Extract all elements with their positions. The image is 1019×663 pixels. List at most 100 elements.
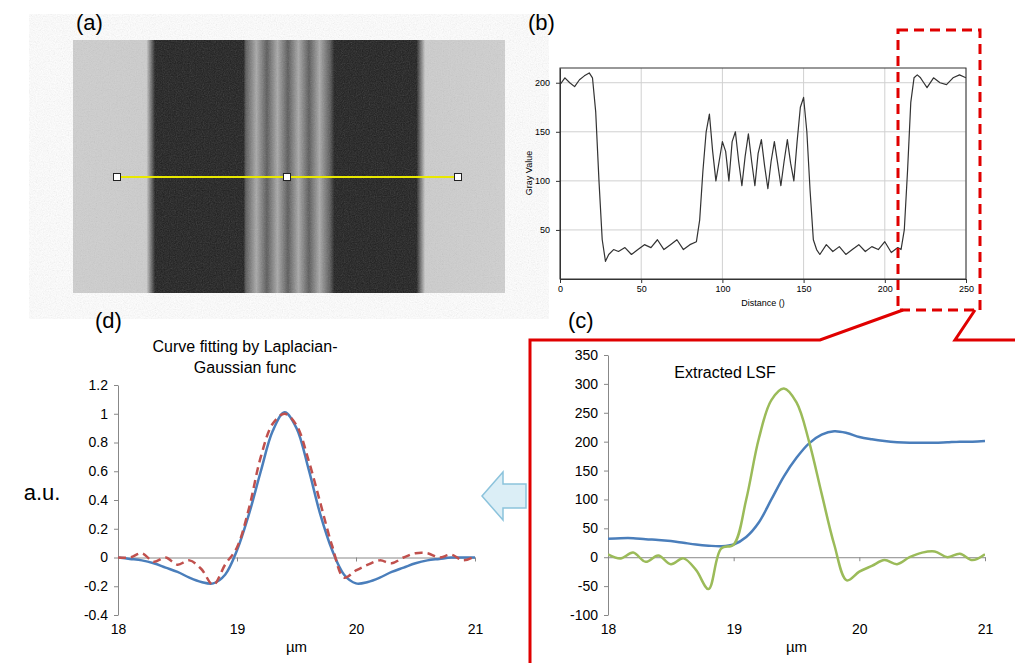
tick: 100: [715, 279, 730, 294]
tick-label: 0.2: [89, 521, 109, 537]
y-axis-title: a.u.: [24, 480, 61, 505]
tick: 0.8: [89, 434, 118, 450]
tick-mark: [985, 557, 986, 561]
x-axis: 050100150200250: [558, 279, 974, 294]
tick-mark: [114, 586, 118, 587]
tick-label: 0.6: [89, 463, 109, 479]
tick: 0: [100, 549, 118, 565]
tick-label: 300: [575, 376, 599, 392]
tick-label: 20: [852, 621, 868, 637]
tick-label: 100: [535, 176, 550, 186]
grid-line: [560, 229, 966, 230]
tick-label: 0: [558, 284, 563, 294]
tick-mark: [604, 499, 608, 500]
tick-label: -0.4: [84, 607, 108, 623]
tick-label: 100: [575, 491, 599, 507]
y-axis-line: [118, 386, 119, 616]
tick: 1: [100, 406, 118, 422]
tick: 0.2: [89, 521, 118, 537]
title-line: Extracted LSF: [674, 364, 776, 381]
panel-letter: (c): [568, 308, 594, 333]
tick-mark: [556, 83, 560, 84]
micrograph: [73, 40, 505, 293]
tick-label: 19: [230, 621, 246, 637]
image-noise: [73, 40, 505, 293]
y-axis-line: [608, 356, 609, 616]
data-line: [118, 414, 475, 585]
data-line: [560, 73, 966, 261]
chart-panel: 50100150200050100150200250Distance ()Gra…: [524, 68, 974, 308]
tick-mark: [556, 181, 560, 182]
x-axis-line: [609, 557, 986, 558]
tick-mark: [556, 132, 560, 133]
tick-label: 1: [100, 406, 108, 422]
title-line: Gaussian func: [194, 359, 296, 376]
tick-mark: [604, 615, 608, 616]
chart-panel: -100-5005010015020025030035018192021Extr…: [570, 347, 994, 655]
tick-mark: [804, 279, 805, 283]
tick-label: 50: [582, 520, 598, 536]
tick-label: 20: [349, 621, 365, 637]
y-axis-line: [560, 69, 561, 280]
tick-label: 21: [468, 621, 484, 637]
x-axis: 18192021: [601, 557, 994, 637]
profile-handle: [284, 174, 291, 181]
chart-panel: -0.4 -0.2 0 0.2 0.4 0.6 0.8 1 1.2 18 19 20 21 Curve f…: [24, 338, 484, 655]
tick-mark: [560, 279, 561, 283]
tick: 250: [575, 405, 608, 421]
tick-mark: [114, 385, 118, 386]
grid-line: [722, 68, 723, 279]
tick: 250: [959, 279, 974, 294]
y-axis: -0.4 -0.2 0 0.2 0.4 0.6 0.8 1 1.2: [84, 377, 119, 623]
tick-mark: [475, 558, 476, 562]
tick-mark: [604, 442, 608, 443]
tick-mark: [114, 558, 118, 559]
data-lines: [118, 412, 475, 585]
x-axis: 18 19 20 21: [111, 558, 484, 637]
tick-mark: [114, 471, 118, 472]
panel-letter: (d): [95, 308, 122, 333]
tick-label: 200: [575, 434, 599, 450]
tick-label: 200: [878, 284, 893, 294]
tick: 100: [575, 491, 608, 507]
tick-mark: [641, 279, 642, 283]
callout-line: [530, 310, 1015, 663]
tick-label: 350: [575, 347, 599, 363]
tick-mark: [604, 355, 608, 356]
tick: 0.4: [89, 492, 118, 508]
tick-label: 18: [111, 621, 127, 637]
callout-box: [898, 30, 980, 310]
tick-mark: [114, 443, 118, 444]
data-line: [608, 389, 985, 590]
figure: (a)50100150200050100150200250Distance ()…: [0, 0, 1019, 663]
tick-label: 150: [575, 463, 599, 479]
tick-label: -0.2: [84, 578, 108, 594]
grid-line: [560, 82, 966, 83]
tick: 200: [575, 434, 608, 450]
tick-label: 18: [601, 621, 617, 637]
plot-frame: [560, 68, 966, 279]
tick: 19: [230, 558, 246, 637]
tick-mark: [608, 557, 609, 561]
tick-mark: [114, 500, 118, 501]
grid-line: [884, 68, 885, 279]
tick: -0.2: [84, 578, 118, 594]
tick: 200: [535, 78, 560, 88]
tick-mark: [556, 230, 560, 231]
tick-label: 50: [540, 225, 550, 235]
tick: 1.2: [89, 377, 118, 393]
data-line: [118, 412, 475, 583]
tick-label: 0.4: [89, 492, 109, 508]
tick: 200: [878, 279, 893, 294]
y-axis: 50100150200: [535, 69, 561, 280]
tick: 150: [575, 463, 608, 479]
x-axis-line: [561, 279, 967, 280]
tick-mark: [114, 529, 118, 530]
tick: 300: [575, 376, 608, 392]
chart-title: Curve fitting by Laplacian-Gaussian func: [153, 338, 338, 376]
tick: 0: [590, 549, 608, 565]
tick: -50: [578, 578, 608, 594]
panel-letter: (a): [76, 10, 103, 35]
image-field: [73, 40, 505, 293]
tick-label: 50: [637, 284, 647, 294]
